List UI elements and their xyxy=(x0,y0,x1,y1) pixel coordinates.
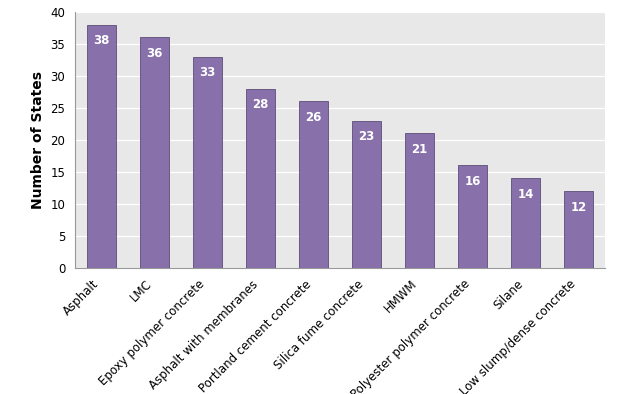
Text: 12: 12 xyxy=(570,201,587,214)
Text: 16: 16 xyxy=(464,175,481,188)
Text: 33: 33 xyxy=(199,66,216,79)
Bar xyxy=(193,57,222,268)
Bar xyxy=(458,165,487,268)
Text: 38: 38 xyxy=(93,34,110,47)
Text: 14: 14 xyxy=(517,188,534,201)
Text: 28: 28 xyxy=(252,98,269,111)
Bar xyxy=(564,191,593,268)
Bar xyxy=(87,25,116,268)
Text: 36: 36 xyxy=(146,47,163,60)
Bar xyxy=(246,89,275,268)
Y-axis label: Number of States: Number of States xyxy=(31,71,45,209)
Bar xyxy=(140,37,169,268)
Bar xyxy=(299,102,328,268)
Text: 26: 26 xyxy=(305,111,322,124)
Bar xyxy=(352,121,381,268)
Text: 23: 23 xyxy=(358,130,375,143)
Bar xyxy=(405,134,434,268)
Text: 21: 21 xyxy=(411,143,428,156)
Bar xyxy=(511,178,540,268)
